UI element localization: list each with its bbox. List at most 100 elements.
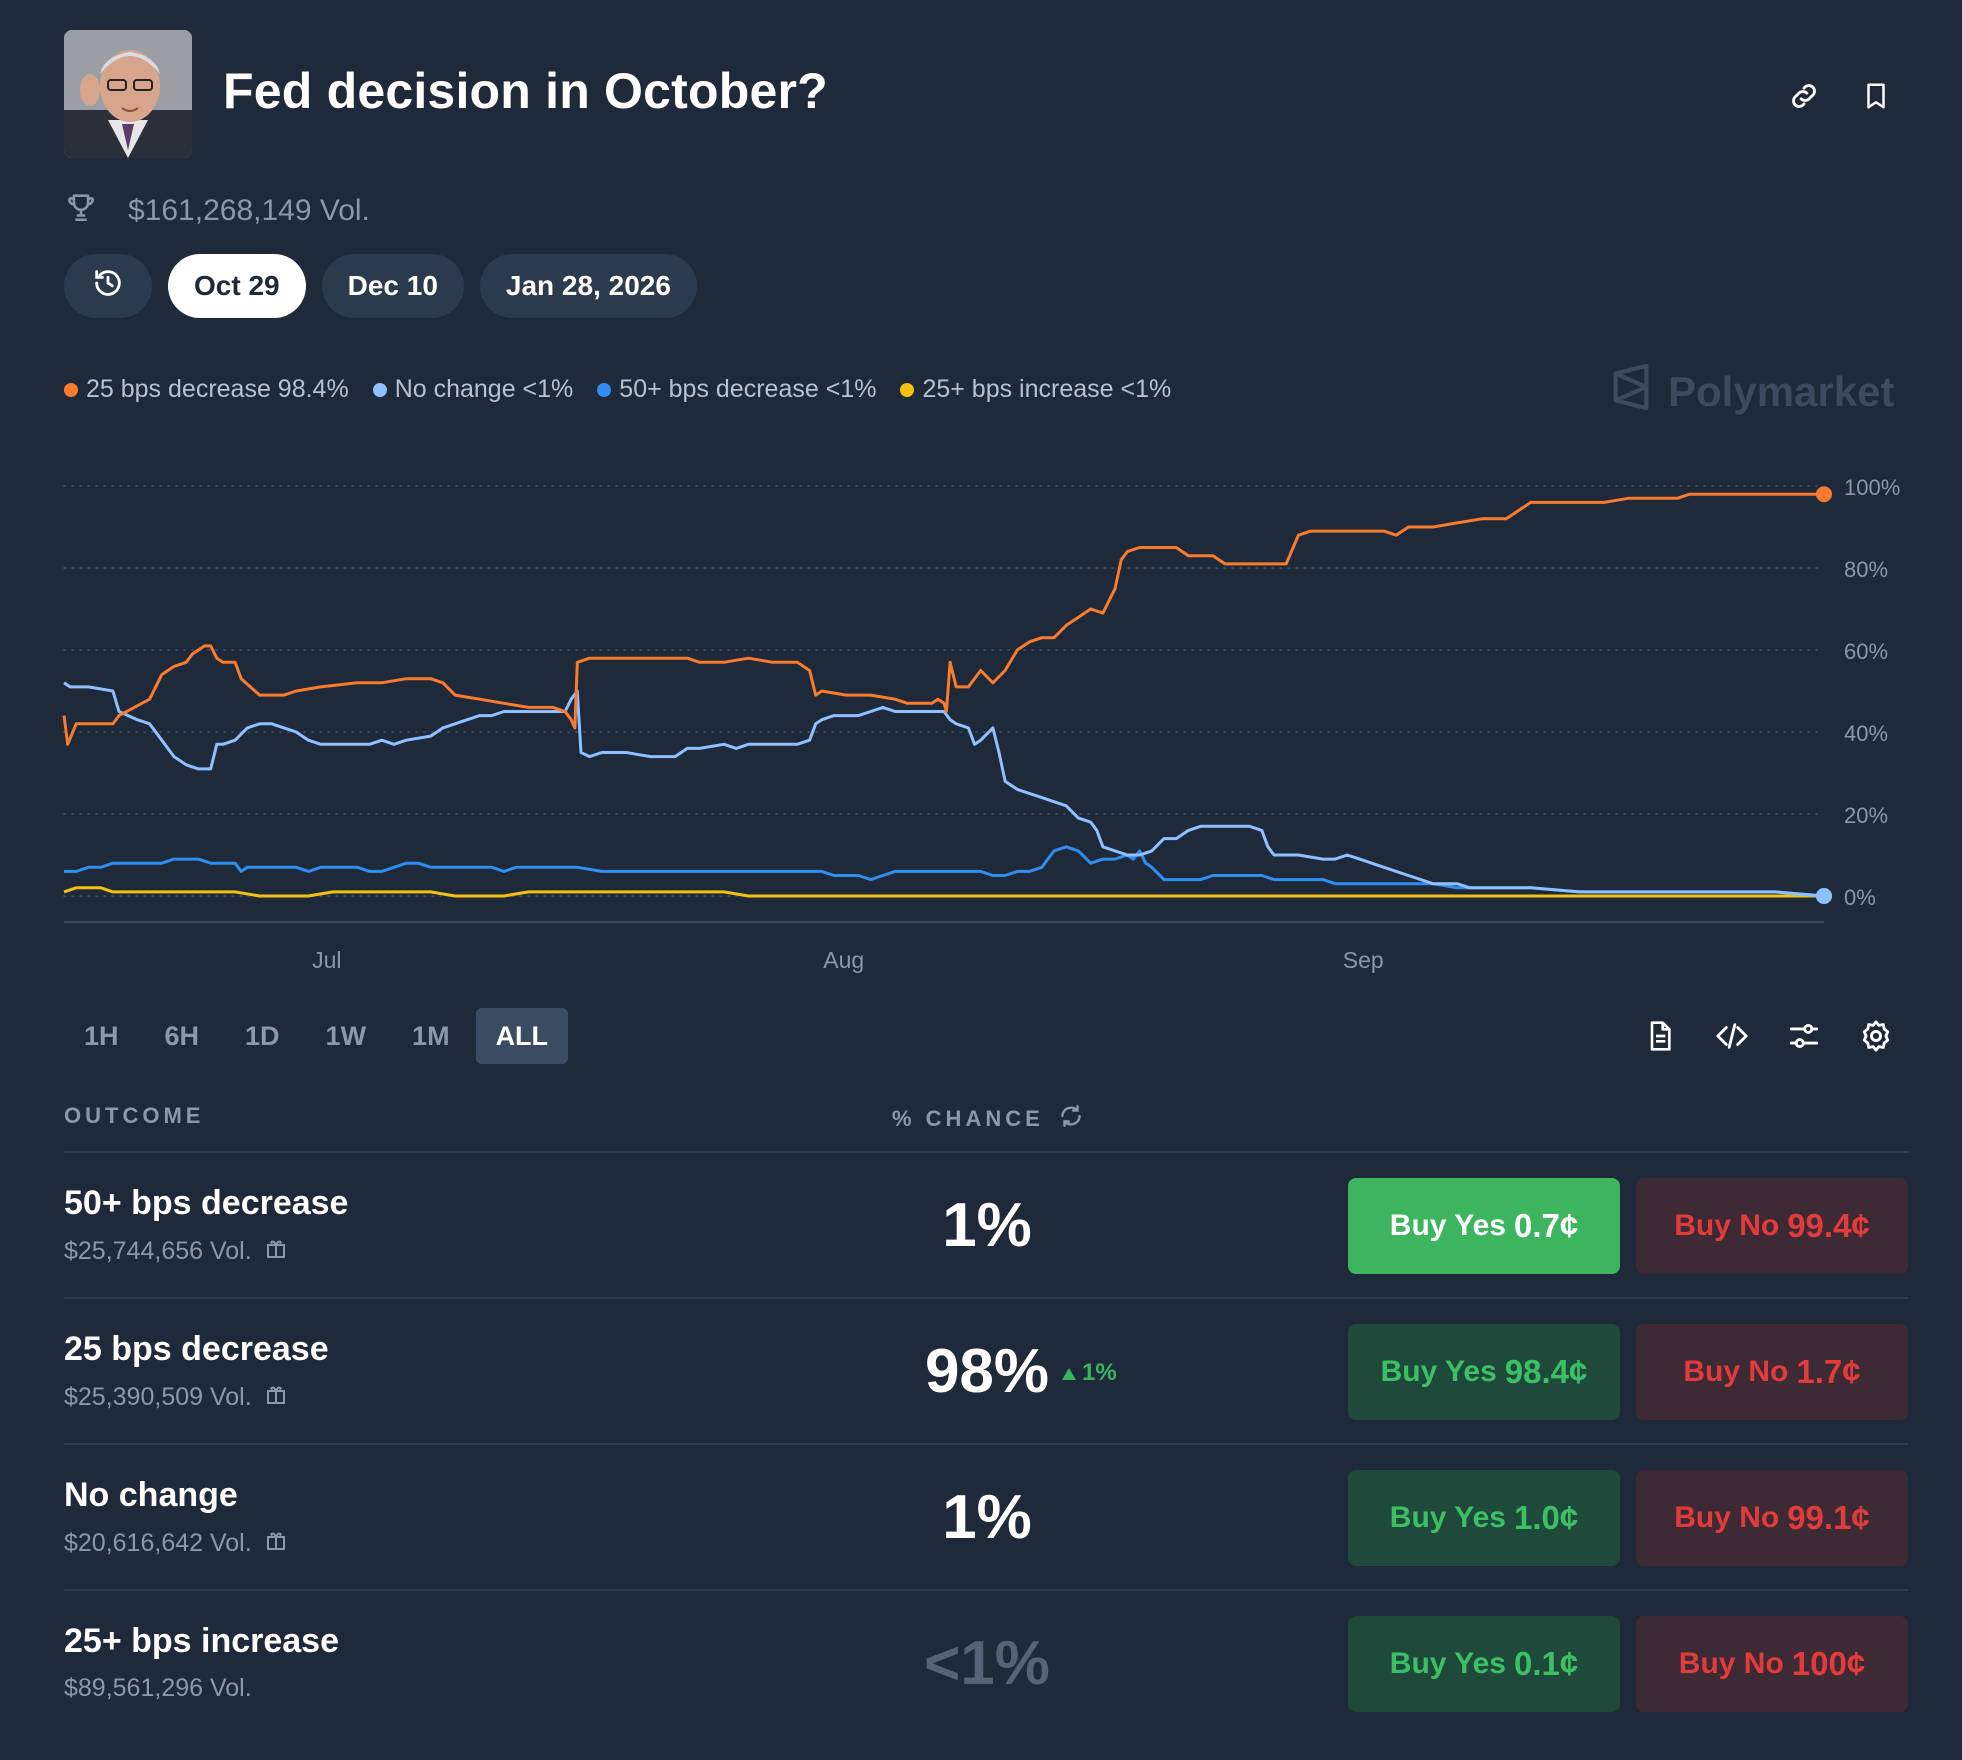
time-range-selector: 1H 6H 1D 1W 1M ALL: [64, 1008, 569, 1064]
outcome-chance: 98%: [924, 1337, 1050, 1406]
x-tick-label: Jul: [312, 947, 341, 973]
legend-item: 25 bps decrease 98.4%: [64, 375, 349, 404]
divider: [64, 1297, 1908, 1299]
buy-no-price: 100¢: [1791, 1645, 1866, 1682]
x-tick-label: Aug: [823, 947, 864, 973]
buy-yes-label: Buy Yes: [1389, 1501, 1506, 1534]
divider: [64, 1443, 1908, 1445]
buy-yes-price: 1.0¢: [1513, 1499, 1579, 1536]
embed-code-icon[interactable]: [1712, 1016, 1752, 1056]
buy-no-button[interactable]: Buy No 99.1¢: [1636, 1470, 1908, 1566]
divider: [64, 1589, 1908, 1591]
buy-yes-label: Buy Yes: [1389, 1209, 1506, 1242]
brand-name: Polymarket: [1668, 368, 1895, 415]
legend-label: 25+ bps increase <1%: [922, 375, 1172, 403]
range-1w[interactable]: 1W: [325, 1020, 367, 1051]
bookmark-icon[interactable]: [1856, 76, 1896, 116]
polymarket-watermark: Polymarket: [1608, 362, 1894, 422]
buy-no-label: Buy No: [1678, 1647, 1784, 1680]
buy-yes-price: 0.7¢: [1513, 1207, 1579, 1244]
divider: [64, 1151, 1908, 1153]
outcome-chance: 1%: [942, 1191, 1032, 1260]
event-image: [64, 30, 192, 158]
buy-yes-button[interactable]: Buy Yes 0.1¢: [1348, 1616, 1620, 1712]
chance-header-label: % CHANCE: [892, 1106, 1044, 1131]
date-pill-dec-10[interactable]: Dec 10: [321, 254, 464, 318]
date-pill-oct-29[interactable]: Oct 29: [168, 254, 306, 318]
legend-item: 50+ bps decrease <1%: [597, 375, 876, 404]
outcome-volume-text: $89,561,296 Vol.: [64, 1674, 252, 1702]
legend-label: No change <1%: [394, 375, 574, 403]
buy-yes-button[interactable]: Buy Yes 0.7¢: [1348, 1178, 1620, 1274]
range-1h[interactable]: 1H: [84, 1020, 119, 1051]
buy-no-price: 99.4¢: [1787, 1207, 1870, 1244]
sliders-icon[interactable]: [1784, 1016, 1824, 1056]
series-line-25-bps-decrease: [62, 492, 1824, 746]
settings-gear-icon[interactable]: [1856, 1016, 1896, 1056]
buy-yes-button[interactable]: Buy Yes 1.0¢: [1348, 1470, 1620, 1566]
range-1m[interactable]: 1M: [412, 1020, 450, 1051]
outcome-volume-text: $25,390,509 Vol.: [64, 1383, 252, 1411]
refresh-icon[interactable]: [1058, 1103, 1084, 1135]
outcome-chance: 1%: [942, 1483, 1032, 1552]
outcome-volume-text: $25,744,656 Vol.: [64, 1237, 252, 1265]
legend-dot: [900, 382, 915, 397]
triangle-up-icon: [1062, 1359, 1076, 1387]
chance-delta-value: 1%: [1082, 1359, 1117, 1386]
x-tick-label: Sep: [1343, 947, 1384, 973]
range-6h[interactable]: 6H: [164, 1020, 200, 1051]
outcome-name: No change: [64, 1476, 238, 1514]
outcome-name: 50+ bps decrease: [64, 1184, 349, 1222]
y-tick-label: 100%: [1844, 475, 1900, 500]
legend-dot: [64, 382, 78, 397]
series-end-dot: [1816, 486, 1832, 503]
buy-no-button[interactable]: Buy No 99.4¢: [1636, 1178, 1908, 1274]
y-tick-label: 20%: [1844, 803, 1888, 828]
buy-no-button[interactable]: Buy No 100¢: [1636, 1616, 1908, 1712]
date-pill-jan-28[interactable]: Jan 28, 2026: [479, 254, 697, 318]
volume-row: $161,268,149 Vol.: [64, 190, 370, 232]
legend-dot: [372, 382, 387, 397]
outcome-volume: $25,390,509 Vol.: [64, 1382, 288, 1413]
y-tick-label: 80%: [1844, 557, 1888, 582]
buy-yes-button[interactable]: Buy Yes 98.4¢: [1348, 1324, 1620, 1420]
gift-icon: [264, 1528, 288, 1559]
total-volume: $161,268,149 Vol.: [128, 194, 370, 227]
legend-item: 25+ bps increase <1%: [900, 375, 1171, 404]
buy-yes-label: Buy Yes: [1389, 1647, 1506, 1680]
range-1d[interactable]: 1D: [245, 1020, 280, 1051]
outcome-chance: <1%: [924, 1629, 1050, 1698]
polymarket-logo-icon: [1608, 362, 1654, 422]
y-tick-label: 60%: [1844, 639, 1888, 664]
series-line-25-bps-increase: [63, 886, 1824, 898]
legend-dot: [597, 382, 612, 397]
buy-no-price: 1.7¢: [1796, 1353, 1861, 1390]
series-line-no-change: [63, 681, 1825, 898]
range-all[interactable]: ALL: [475, 1008, 569, 1064]
chance-delta: 1%: [1062, 1359, 1117, 1387]
series-end-dot: [1816, 888, 1832, 904]
buy-yes-price: 98.4¢: [1504, 1353, 1588, 1390]
buy-no-price: 99.1¢: [1787, 1499, 1870, 1536]
history-button[interactable]: [64, 254, 152, 318]
buy-no-label: Buy No: [1674, 1209, 1780, 1242]
document-icon[interactable]: [1640, 1016, 1680, 1056]
probability-chart[interactable]: 100% 80% 60% 40% 20% 0% Jul Aug Sep: [0, 440, 1962, 980]
buy-yes-label: Buy Yes: [1380, 1355, 1497, 1388]
date-selector: Oct 29 Dec 10 Jan 28, 2026: [64, 254, 697, 318]
outcome-volume: $20,616,642 Vol.: [64, 1528, 288, 1559]
outcome-volume: $89,561,296 Vol.: [64, 1674, 252, 1703]
legend-label: 25 bps decrease 98.4%: [86, 375, 349, 403]
outcome-volume: $25,744,656 Vol.: [64, 1236, 288, 1267]
chance-column-header: % CHANCE: [892, 1103, 1084, 1135]
y-tick-label: 0%: [1844, 885, 1876, 910]
link-icon[interactable]: [1784, 76, 1824, 116]
buy-no-button[interactable]: Buy No 1.7¢: [1636, 1324, 1908, 1420]
page-title: Fed decision in October?: [223, 63, 828, 119]
series-line-50-bps-decrease: [64, 845, 1825, 898]
buy-no-label: Buy No: [1674, 1501, 1780, 1534]
buy-yes-price: 0.1¢: [1513, 1645, 1579, 1682]
history-clock-icon: [91, 266, 125, 307]
outcome-volume-text: $20,616,642 Vol.: [64, 1529, 252, 1557]
legend-item: No change <1%: [372, 375, 574, 404]
